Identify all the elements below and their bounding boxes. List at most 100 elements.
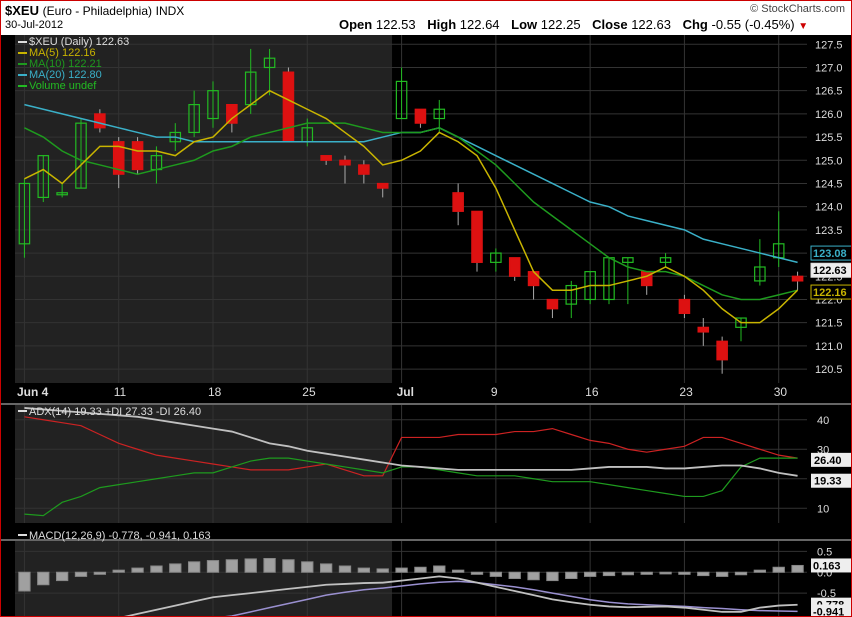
unshaded-period bbox=[392, 405, 807, 523]
open-label: Open bbox=[339, 17, 373, 32]
candle-body bbox=[622, 257, 634, 263]
price-tag-label: 122.16 bbox=[813, 287, 847, 299]
panel-divider bbox=[1, 539, 851, 541]
macd-histogram-bar bbox=[621, 571, 635, 576]
y-tick-label: 124.0 bbox=[815, 202, 843, 214]
macd-histogram-bar bbox=[338, 565, 352, 573]
change-label: Chg bbox=[682, 17, 708, 32]
macd-histogram-bar bbox=[414, 566, 427, 573]
y-tick-label: 127.5 bbox=[815, 39, 843, 51]
candle-body bbox=[358, 164, 370, 175]
candle-body bbox=[716, 340, 728, 361]
candle-body bbox=[282, 71, 295, 143]
candle-body bbox=[452, 192, 464, 212]
price-tag bbox=[810, 245, 851, 261]
macd-line bbox=[123, 575, 798, 616]
macd-histogram-bar bbox=[112, 569, 125, 573]
candle-body bbox=[414, 108, 427, 124]
symbol-description: (Euro - Philadelphia) bbox=[42, 4, 152, 18]
legend-label: MA(10) 122.21 bbox=[29, 58, 102, 70]
y-tick-label: 124.5 bbox=[815, 178, 843, 190]
close-value: 122.63 bbox=[631, 17, 671, 32]
macd-histogram-bar bbox=[225, 559, 239, 573]
chart-date: 30-Jul-2012 bbox=[5, 19, 64, 31]
minus-di-line bbox=[24, 416, 798, 477]
y-tick-label: 40 bbox=[817, 415, 829, 427]
macd-histogram-bar bbox=[18, 571, 31, 592]
macd-histogram-bar bbox=[659, 571, 672, 575]
x-tick-label: 9 bbox=[491, 385, 498, 399]
symbol: $XEU bbox=[5, 3, 39, 18]
candle-body bbox=[471, 210, 483, 263]
shaded-period bbox=[15, 35, 393, 383]
y-tick-label: 10 bbox=[817, 503, 829, 515]
macd-histogram-bar bbox=[508, 571, 521, 579]
macd-histogram-bar bbox=[602, 571, 616, 577]
candle-body bbox=[433, 108, 446, 120]
macd-histogram-bar bbox=[791, 564, 804, 573]
legend-label: Volume undef bbox=[29, 80, 97, 92]
candle-body bbox=[131, 141, 144, 171]
candle-body bbox=[376, 182, 389, 189]
y-tick-label: 125.0 bbox=[815, 155, 843, 167]
x-tick-label: 16 bbox=[585, 385, 599, 399]
adx-tag-label: 26.40 bbox=[814, 455, 842, 467]
macd-histogram-bar bbox=[527, 571, 540, 581]
macd-tag-label: 0.163 bbox=[813, 560, 841, 572]
macd-histogram-bar bbox=[583, 571, 597, 577]
candle-body bbox=[37, 155, 50, 198]
x-tick-label: Jul bbox=[397, 385, 414, 399]
symbol-title: $XEU (Euro - Philadelphia) INDX bbox=[5, 3, 184, 18]
macd-legend: MACD(12,26,9) -0.778, -0.941, 0.163 bbox=[29, 530, 211, 542]
y-tick-label: 125.5 bbox=[815, 132, 843, 144]
macd-histogram-bar bbox=[376, 568, 389, 573]
candle-body bbox=[791, 275, 804, 282]
candle-body bbox=[659, 257, 672, 263]
macd-histogram-bar bbox=[470, 571, 484, 575]
macd-histogram-bar bbox=[433, 565, 446, 573]
candle-body bbox=[94, 113, 106, 129]
macd-histogram-bar bbox=[546, 571, 559, 582]
x-tick-label: 11 bbox=[114, 385, 127, 399]
macd-histogram-bar bbox=[451, 569, 465, 573]
low-value: 122.25 bbox=[540, 17, 581, 32]
candle-body bbox=[75, 122, 87, 189]
macd-tag bbox=[811, 558, 851, 573]
shaded-period bbox=[15, 541, 393, 616]
macd-histogram-bar bbox=[74, 571, 88, 577]
macd-histogram-bar bbox=[301, 561, 314, 573]
candle-body bbox=[207, 90, 219, 120]
price-tag-label: 123.08 bbox=[813, 248, 847, 260]
macd-histogram-bar bbox=[357, 567, 371, 573]
y-tick-label: 120.5 bbox=[815, 364, 843, 376]
y-tick-label: 126.5 bbox=[815, 86, 843, 98]
y-tick-label: 127.0 bbox=[815, 62, 843, 74]
macd-histogram-bar bbox=[772, 566, 785, 573]
candle-body bbox=[754, 266, 766, 282]
macd-histogram-bar bbox=[244, 558, 257, 573]
high-value: 122.64 bbox=[459, 17, 500, 32]
macd-histogram-bar bbox=[753, 569, 767, 573]
macd-signal-line bbox=[225, 580, 798, 616]
macd-histogram-bar bbox=[319, 563, 333, 573]
macd-histogram-bar bbox=[565, 571, 578, 579]
candle-body bbox=[395, 80, 408, 120]
x-tick-label: 18 bbox=[208, 385, 222, 399]
price-tag bbox=[810, 284, 851, 300]
y-tick-label: 121.5 bbox=[815, 318, 843, 330]
macd-histogram-bar bbox=[37, 571, 50, 586]
macd-histogram-bar bbox=[715, 571, 729, 577]
y-tick-label: 0.5 bbox=[817, 546, 832, 558]
candle-body bbox=[565, 284, 578, 305]
change-value: -0.55 (-0.45%) bbox=[711, 17, 795, 32]
price-tag bbox=[810, 262, 851, 278]
macd-histogram-bar bbox=[697, 571, 710, 577]
candle-body bbox=[490, 252, 502, 263]
chart-header: $XEU (Euro - Philadelphia) INDX 30-Jul-2… bbox=[1, 1, 851, 35]
macd-histogram-bar bbox=[131, 567, 144, 573]
candle-body bbox=[112, 141, 125, 175]
candle-body bbox=[678, 298, 691, 315]
candle-body bbox=[527, 271, 540, 287]
macd-histogram-bar bbox=[150, 565, 163, 573]
macd-histogram-bar bbox=[263, 558, 276, 573]
